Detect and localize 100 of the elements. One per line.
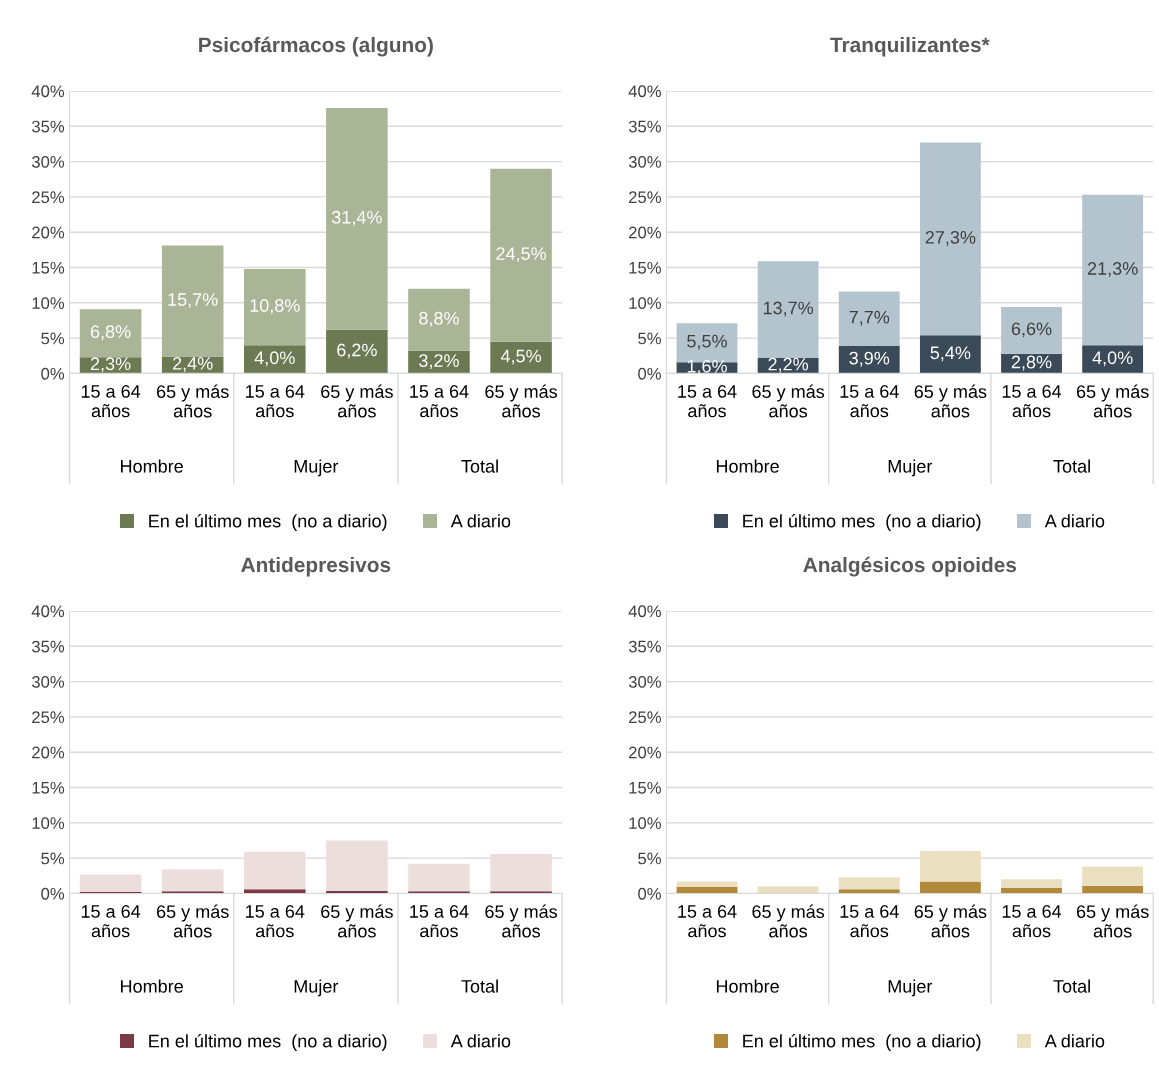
y-tick-label: 10% bbox=[32, 817, 65, 830]
legend-label: En el último mes (no a diario) bbox=[149, 1033, 387, 1052]
y-tick-label: 5% bbox=[41, 332, 65, 345]
text: Hombre bbox=[121, 979, 183, 993]
x-tick-label: 65 y más años bbox=[1076, 904, 1149, 938]
y-tick-label: 15% bbox=[32, 261, 65, 274]
y-tick-label: 30% bbox=[628, 155, 661, 168]
y-tick-label: 35% bbox=[628, 640, 661, 653]
y-tick-label: 30% bbox=[31, 155, 65, 168]
x-tick-label: 15 a 64 años bbox=[410, 385, 469, 418]
y-tick-label: 5% bbox=[41, 852, 65, 865]
data-label: 21,3% bbox=[1087, 262, 1138, 277]
x-tick-label: 15 a 64 años bbox=[246, 905, 305, 938]
legend-label: En el último mes (no a diario) bbox=[743, 1033, 981, 1052]
y-tick-label: 20% bbox=[32, 746, 65, 759]
y-tick-label: 0% bbox=[41, 887, 65, 900]
y-tick-label: 40% bbox=[31, 605, 65, 618]
y-tick-label: 15% bbox=[629, 261, 661, 274]
x-tick-label: 65 y más años bbox=[156, 904, 229, 938]
data-label: 3,2% bbox=[419, 354, 459, 370]
y-tick-label: 25% bbox=[629, 711, 661, 724]
x-tick-label: 15 a 64 años bbox=[246, 385, 305, 418]
y-tick-label: 30% bbox=[628, 675, 661, 688]
data-label: 2,3% bbox=[90, 357, 131, 373]
y-tick-label: 20% bbox=[629, 226, 661, 239]
x-tick-label: 65 y más años bbox=[914, 904, 987, 938]
data-label: 15,7% bbox=[168, 293, 218, 309]
y-tick-label: 35% bbox=[628, 120, 661, 133]
x-tick-label: 15 a 64 años bbox=[840, 385, 899, 418]
x-tick-label: 15 a 64 años bbox=[410, 905, 469, 938]
chart-title: Analgésicos opioides bbox=[803, 556, 1017, 577]
text: Hombre bbox=[716, 979, 779, 993]
text: Mujer bbox=[294, 979, 339, 997]
x-tick-label: 65 y más años bbox=[752, 384, 825, 418]
data-label: 6,2% bbox=[337, 343, 377, 359]
y-tick-label: 35% bbox=[31, 120, 65, 133]
legend-label: En el último mes (no a diario) bbox=[149, 513, 387, 531]
chart-title: Antidepresivos bbox=[241, 556, 391, 577]
y-tick-label: 15% bbox=[629, 781, 661, 794]
chart-title: Tranquilizantes* bbox=[830, 36, 990, 57]
text: Mujer bbox=[888, 459, 933, 477]
x-tick-label: 65 y más años bbox=[485, 384, 558, 418]
y-tick-label: 20% bbox=[32, 226, 65, 239]
y-tick-label: 15% bbox=[32, 781, 65, 794]
data-label: 4,0% bbox=[254, 351, 295, 367]
legend-label: A diario bbox=[1044, 514, 1105, 528]
data-label: 6,6% bbox=[1011, 322, 1052, 338]
legend-label: En el último mes (no a diario) bbox=[743, 513, 981, 531]
data-label: 13,7% bbox=[763, 301, 814, 317]
x-tick-label: 15 a 64 años bbox=[678, 905, 737, 938]
y-tick-label: 25% bbox=[629, 191, 661, 204]
data-label: 24,5% bbox=[496, 247, 547, 263]
data-label: 5,4% bbox=[930, 346, 971, 362]
x-tick-label: 15 a 64 años bbox=[81, 385, 141, 418]
y-tick-label: 25% bbox=[32, 711, 65, 724]
data-label: 31,4% bbox=[331, 210, 382, 226]
data-label: 2,8% bbox=[1011, 355, 1052, 371]
data-label: 2,4% bbox=[173, 357, 213, 372]
x-tick-label: 65 y más años bbox=[752, 904, 825, 938]
text: Total bbox=[461, 459, 498, 473]
data-label: 3,9% bbox=[849, 351, 890, 367]
y-tick-label: 0% bbox=[638, 367, 661, 380]
data-label: 1,6% bbox=[687, 359, 727, 375]
y-tick-label: 5% bbox=[638, 332, 661, 345]
y-tick-label: 30% bbox=[31, 675, 65, 688]
data-label: 7,7% bbox=[849, 310, 890, 326]
x-tick-label: 65 y más años bbox=[1076, 384, 1149, 418]
data-label: 6,8% bbox=[90, 325, 131, 341]
text: Total bbox=[1053, 459, 1090, 473]
x-tick-label: 65 y más años bbox=[914, 384, 987, 418]
x-tick-label: 65 y más años bbox=[321, 904, 393, 938]
y-tick-label: 35% bbox=[31, 640, 65, 653]
x-tick-label: 15 a 64 años bbox=[678, 385, 737, 418]
x-tick-label: 15 a 64 años bbox=[1002, 905, 1062, 938]
y-tick-label: 25% bbox=[32, 191, 65, 204]
data-label: 8,8% bbox=[419, 311, 459, 327]
x-tick-label: 65 y más años bbox=[485, 904, 558, 938]
legend-label: A diario bbox=[450, 1034, 511, 1048]
data-label: 4,0% bbox=[1092, 351, 1133, 367]
y-tick-label: 5% bbox=[638, 852, 661, 865]
data-label: 10,8% bbox=[250, 299, 300, 315]
x-tick-label: 65 y más años bbox=[321, 384, 393, 418]
text: Hombre bbox=[716, 459, 779, 473]
x-tick-label: 15 a 64 años bbox=[1002, 385, 1062, 418]
y-tick-label: 10% bbox=[32, 297, 65, 310]
data-label: 5,5% bbox=[687, 334, 727, 350]
legend-label: A diario bbox=[1044, 1034, 1105, 1048]
data-label: 27,3% bbox=[925, 230, 976, 246]
chart-title: Psicofármacos (alguno) bbox=[199, 36, 433, 57]
y-tick-label: 10% bbox=[629, 297, 661, 310]
text: Total bbox=[1053, 979, 1090, 993]
x-tick-label: 65 y más años bbox=[156, 384, 229, 418]
y-tick-label: 40% bbox=[628, 605, 661, 618]
data-label: 2,2% bbox=[768, 357, 809, 373]
y-tick-label: 0% bbox=[638, 887, 661, 900]
data-label: 4,5% bbox=[500, 349, 541, 365]
legend-label: A diario bbox=[450, 514, 511, 528]
x-tick-label: 15 a 64 años bbox=[840, 905, 899, 938]
y-tick-label: 40% bbox=[628, 85, 661, 98]
y-tick-label: 40% bbox=[31, 85, 65, 98]
